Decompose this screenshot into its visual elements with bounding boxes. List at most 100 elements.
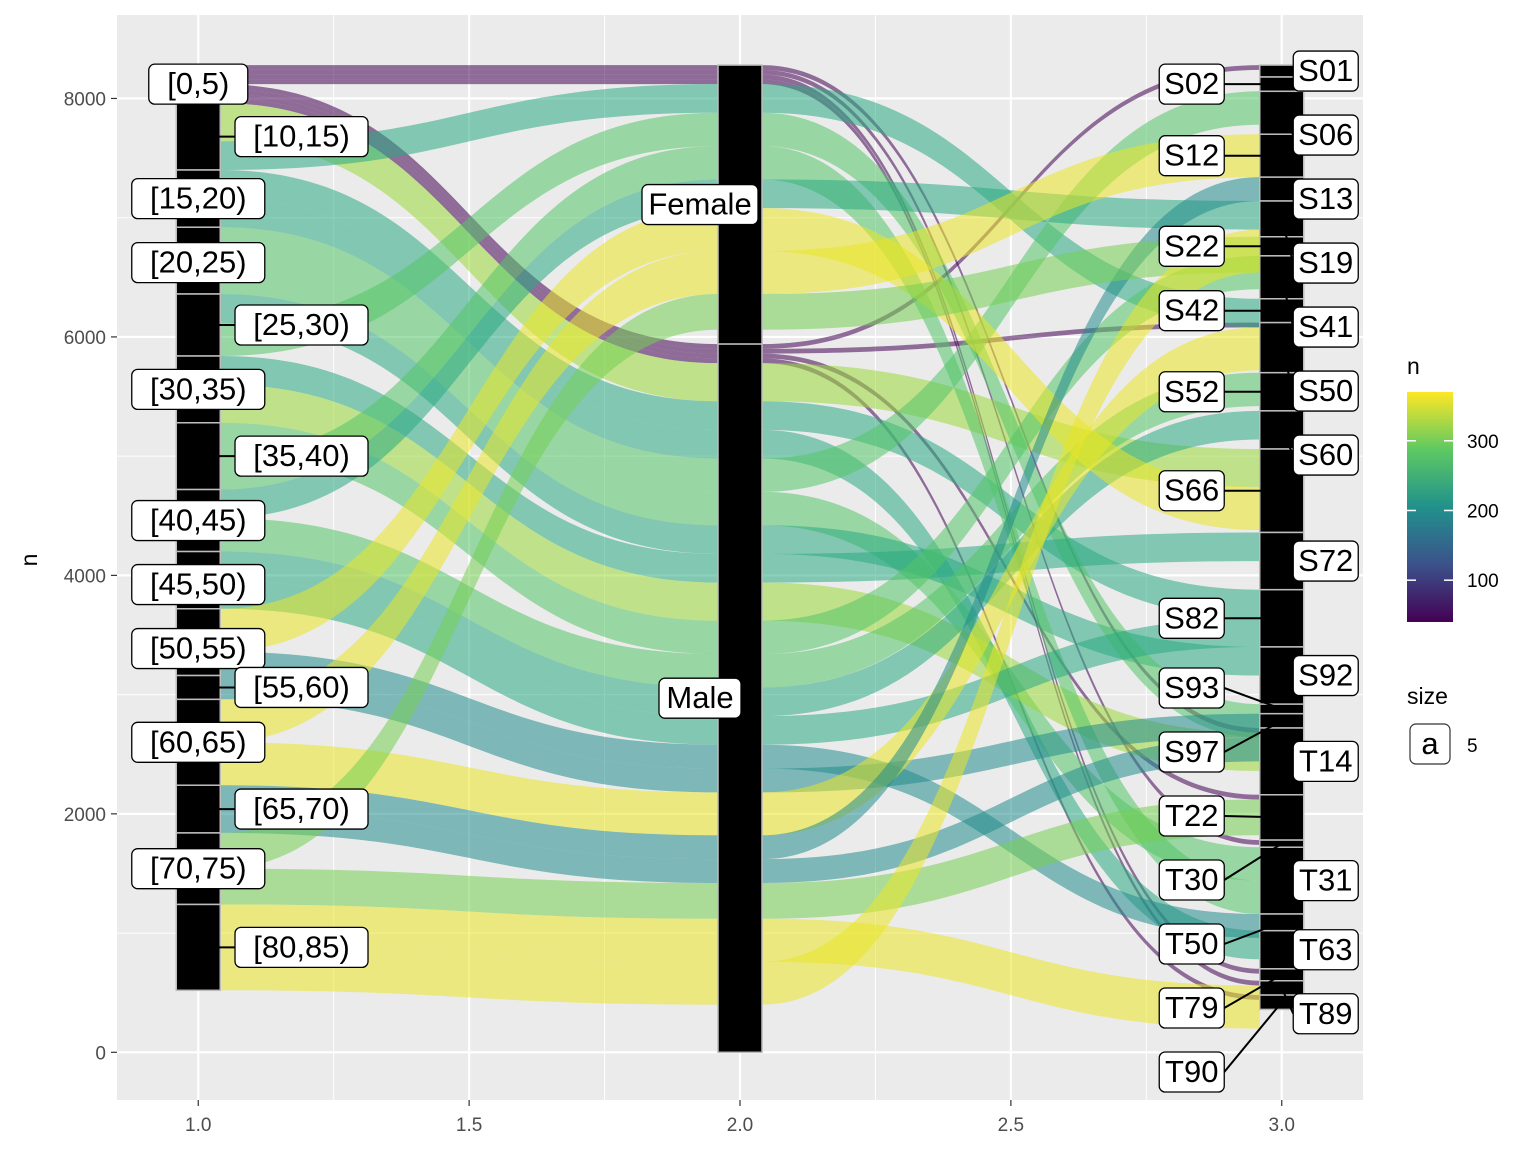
stratum-label: Male [666, 680, 733, 715]
stratum-label: S13 [1298, 181, 1353, 216]
y-tick-label: 4000 [64, 566, 106, 587]
x-tick-label: 1.5 [456, 1115, 482, 1136]
stratum-label-box [1158, 63, 1225, 105]
x-tick-label: 2.5 [998, 1115, 1024, 1136]
stratum-label-box [1292, 178, 1359, 220]
stratum-label: S66 [1164, 473, 1219, 508]
flow-ribbon [220, 372, 1260, 688]
stratum-label-box [1292, 50, 1359, 92]
stratum-label-box [131, 368, 266, 411]
stratum-label-box [131, 499, 266, 542]
flow-ribbon [220, 208, 1260, 652]
label-leader-line [1280, 429, 1295, 456]
stratum-label: [40,45) [150, 503, 247, 538]
y-axis-title: n [16, 554, 42, 567]
flow-ribbon [220, 651, 1260, 938]
size-legend-value: 5 [1467, 736, 1478, 757]
stratum-label: [60,65) [150, 724, 247, 759]
flow-ribbon [220, 904, 1260, 1029]
stratum-label: [80,85) [253, 929, 350, 964]
stratum-label: [35,40) [253, 438, 350, 473]
label-leader-line [1224, 815, 1282, 819]
stratum-label-box [1158, 667, 1225, 709]
stratum-label: T14 [1299, 743, 1352, 778]
label-leader-line [1223, 1001, 1283, 1073]
stratum-label: [20,25) [150, 245, 247, 280]
stratum-label-box [1292, 859, 1359, 902]
stratum-label-box [1292, 306, 1359, 348]
stratum-box [1258, 839, 1305, 848]
stratum-label-box [131, 177, 266, 220]
stratum-label: T63 [1299, 932, 1352, 967]
flow-ribbon [220, 229, 1260, 1005]
label-leader-line [1223, 687, 1283, 710]
color-legend-tick-label: 100 [1467, 571, 1499, 592]
stratum-label: T89 [1299, 996, 1352, 1031]
stratum-label-box [1158, 731, 1225, 773]
flow-ribbon [220, 799, 1260, 919]
color-legend-bar [1407, 392, 1453, 622]
stratum-label-box [1158, 290, 1225, 332]
flow-ribbon [220, 356, 1260, 583]
stratum-label-box [1292, 740, 1359, 783]
stratum-label-box [1158, 597, 1225, 639]
stratum-label: Female [648, 187, 751, 222]
stratum-label-box [234, 115, 369, 158]
label-leader-line [1280, 112, 1295, 136]
label-leader-line [1223, 921, 1283, 945]
label-leader-line [1281, 188, 1294, 200]
stratum-label: S82 [1164, 600, 1219, 635]
color-legend-tick-label: 300 [1467, 432, 1499, 453]
stratum-label-box [234, 788, 369, 830]
stratum-label: S01 [1298, 53, 1353, 88]
stratum-label: T79 [1165, 990, 1218, 1025]
stratum-label-box [1158, 1051, 1225, 1093]
flow-ribbon [220, 179, 1260, 519]
stratum-label-box [131, 627, 266, 670]
label-leader-line [1280, 987, 1295, 1015]
x-tick-label: 1.0 [185, 1115, 211, 1136]
y-tick-label: 0 [95, 1043, 106, 1064]
stratum-label-box [1292, 993, 1359, 1035]
stratum-label: S92 [1298, 658, 1353, 693]
stratum-label: S22 [1164, 228, 1219, 263]
stratum-label-box [1292, 540, 1359, 582]
stratum-label: T30 [1165, 862, 1218, 897]
stratum-label-box [1292, 370, 1359, 412]
stratum-label: [30,35) [150, 371, 247, 406]
stratum-label: S02 [1164, 66, 1219, 101]
stratum-label: S93 [1164, 670, 1219, 705]
stratum-label-box [1158, 470, 1225, 512]
stratum-label: S52 [1164, 374, 1219, 409]
label-leader-line [1280, 347, 1295, 392]
stratum-label-box [1158, 795, 1225, 837]
stratum-label: [50,55) [150, 631, 247, 666]
stratum-label: S50 [1298, 373, 1353, 408]
stratum-label: [65,70) [253, 791, 350, 826]
stratum-label-box [234, 435, 369, 477]
color-legend-tick-label: 200 [1467, 501, 1499, 522]
stratum-label-box [1158, 859, 1225, 901]
stratum-label: T31 [1299, 863, 1352, 898]
flow-ribbon [220, 410, 1260, 717]
label-leader-line [1223, 842, 1283, 881]
color-legend-title: n [1407, 353, 1420, 379]
stratum-label: S12 [1164, 138, 1219, 173]
flow-ribbon [220, 112, 1260, 738]
stratum-label-box [1158, 135, 1225, 177]
size-legend-key: a [1421, 726, 1439, 761]
stratum-label-box [658, 677, 742, 719]
flow-ribbon [220, 737, 1260, 883]
stratum-label-box [1158, 225, 1225, 267]
stratum-label-box [1292, 929, 1359, 971]
stratum-label: [15,20) [150, 181, 247, 216]
label-leader-line [1223, 719, 1283, 753]
stratum-label: S42 [1164, 293, 1219, 328]
stratum-label-box [131, 848, 266, 890]
size-legend-title: size [1407, 683, 1448, 709]
stratum-label-box [131, 721, 266, 763]
y-tick-label: 6000 [64, 328, 106, 349]
stratum-label: S72 [1298, 543, 1353, 578]
stratum-label-box [234, 304, 369, 346]
